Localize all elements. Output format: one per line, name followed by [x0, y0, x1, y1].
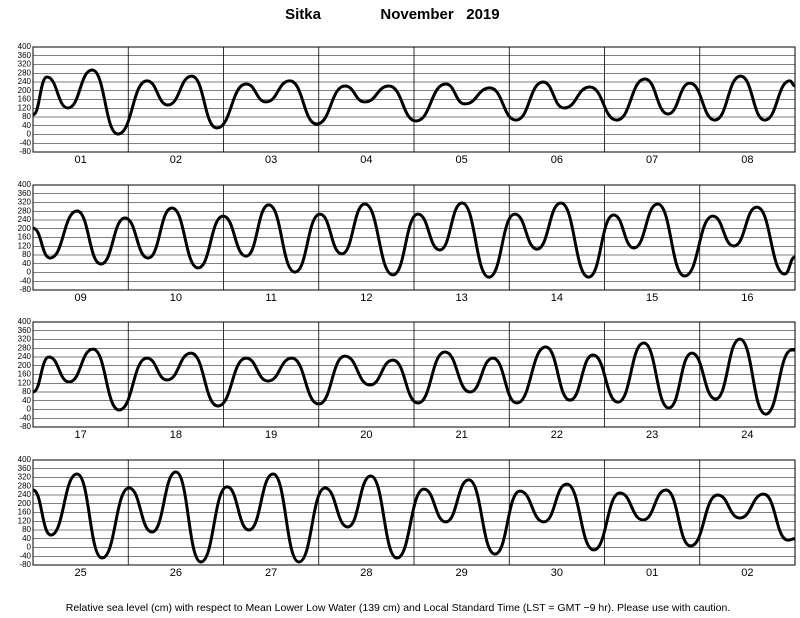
y-tick-label: 240 [18, 352, 32, 361]
y-tick-label: 80 [22, 250, 31, 259]
y-tick-label: 400 [18, 455, 32, 464]
y-tick-label: 200 [18, 86, 32, 95]
y-tick-label: 280 [18, 68, 32, 77]
y-tick-label: 0 [27, 130, 32, 139]
y-tick-label: 200 [18, 224, 32, 233]
y-tick-label: 160 [18, 370, 32, 379]
day-label: 10 [170, 292, 182, 304]
day-label: 05 [456, 154, 468, 166]
y-tick-label: 320 [18, 473, 32, 482]
plot-frame [32, 459, 796, 566]
day-label: 26 [170, 567, 182, 579]
day-label: 01 [646, 567, 658, 579]
y-tick-label: 40 [22, 534, 31, 543]
day-label: 01 [75, 154, 87, 166]
y-tick-label: 40 [22, 259, 31, 268]
day-label: 28 [360, 567, 372, 579]
y-tick-label: 160 [18, 508, 32, 517]
day-label: 21 [456, 429, 468, 441]
y-tick-label: -80 [19, 422, 31, 431]
day-label: 19 [265, 429, 277, 441]
y-tick-label: 200 [18, 499, 32, 508]
y-tick-label: 400 [18, 317, 32, 326]
y-tick-label: 280 [18, 481, 32, 490]
y-tick-label: 160 [18, 233, 32, 242]
y-tick-label: 400 [18, 42, 32, 51]
tide-curve [32, 470, 796, 564]
y-tick-label: 160 [18, 95, 32, 104]
y-tick-label: 360 [18, 51, 32, 60]
day-label: 02 [741, 567, 753, 579]
day-label: 13 [456, 292, 468, 304]
y-tick-label: 400 [18, 180, 32, 189]
day-label: 11 [265, 292, 276, 304]
y-tick-label: -80 [19, 560, 31, 569]
y-tick-label: 120 [18, 378, 32, 387]
day-label: 03 [265, 154, 277, 166]
y-tick-label: 280 [18, 343, 32, 352]
day-label: 30 [551, 567, 563, 579]
day-label: 25 [75, 567, 87, 579]
y-tick-label: -40 [19, 138, 31, 147]
y-tick-label: 120 [18, 516, 32, 525]
plot-frame [32, 184, 796, 291]
y-tick-label: 40 [22, 396, 31, 405]
day-label: 07 [646, 154, 658, 166]
y-tick-label: 0 [27, 543, 32, 552]
y-tick-label: 80 [22, 112, 31, 121]
y-tick-label: -40 [19, 551, 31, 560]
plot-frame [32, 46, 796, 153]
y-tick-label: 240 [18, 215, 32, 224]
y-tick-label: 240 [18, 77, 32, 86]
y-tick-label: 80 [22, 387, 31, 396]
day-label: 15 [646, 292, 658, 304]
y-tick-label: 120 [18, 241, 32, 250]
y-tick-label: 80 [22, 525, 31, 534]
day-label: 22 [551, 429, 563, 441]
y-tick-label: 0 [27, 268, 32, 277]
y-tick-label: 40 [22, 121, 31, 130]
tide-curve [32, 337, 795, 416]
y-tick-label: 360 [18, 464, 32, 473]
y-tick-label: -80 [19, 147, 31, 156]
day-label: 12 [360, 292, 372, 304]
tide-curve [32, 201, 796, 279]
footnote: Relative sea level (cm) with respect to … [66, 602, 731, 614]
y-tick-label: 360 [18, 326, 32, 335]
y-tick-label: -40 [19, 413, 31, 422]
y-tick-label: 0 [27, 405, 32, 414]
y-tick-label: 200 [18, 361, 32, 370]
day-label: 08 [741, 154, 753, 166]
day-label: 16 [741, 292, 753, 304]
month-title: November 2019 [380, 6, 499, 23]
y-tick-label: -40 [19, 276, 31, 285]
day-label: 23 [646, 429, 658, 441]
y-tick-label: 320 [18, 198, 32, 207]
y-tick-label: 320 [18, 60, 32, 69]
day-label: 20 [360, 429, 372, 441]
y-tick-label: 360 [18, 189, 32, 198]
y-tick-label: 280 [18, 206, 32, 215]
day-label: 17 [75, 429, 87, 441]
plot-frame [32, 321, 796, 428]
y-tick-label: -80 [19, 285, 31, 294]
day-label: 29 [456, 567, 468, 579]
y-tick-label: 320 [18, 335, 32, 344]
y-tick-label: 240 [18, 490, 32, 499]
day-label: 27 [265, 567, 277, 579]
tide-curve [32, 68, 796, 136]
day-label: 04 [360, 154, 372, 166]
day-label: 24 [741, 429, 753, 441]
day-label: 14 [551, 292, 563, 304]
y-tick-label: 120 [18, 103, 32, 112]
station-title: Sitka [285, 6, 322, 23]
day-label: 02 [170, 154, 182, 166]
day-label: 09 [75, 292, 87, 304]
day-label: 06 [551, 154, 563, 166]
day-label: 18 [170, 429, 182, 441]
